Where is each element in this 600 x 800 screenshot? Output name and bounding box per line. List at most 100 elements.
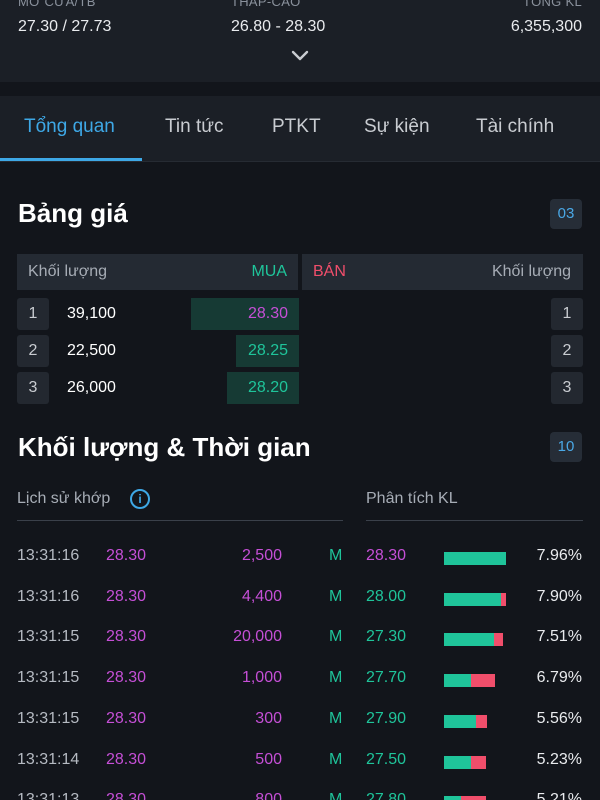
orderbook-row[interactable]: 3 26,000 28.20 3 — [0, 372, 600, 406]
low-high-value: 26.80 - 28.30 — [231, 18, 326, 35]
sell-portion — [494, 633, 503, 647]
buy-sell-ratio-bar — [444, 633, 503, 647]
buy-volume-bar — [227, 372, 299, 404]
active-tab-indicator — [0, 158, 142, 161]
orderbook-header-buy: Khối lượng MUA — [17, 254, 298, 290]
volume-analysis-label[interactable]: Phân tích KL — [366, 490, 458, 507]
trade-row: 13:31:15 28.30 1,000 M 27.70 6.79% — [0, 669, 600, 709]
buy-sell-ratio-bar — [444, 674, 495, 688]
trades-title: Khối lượng & Thời gian — [18, 432, 311, 462]
trade-time: 13:31:15 — [17, 669, 80, 687]
buy-header: MUA — [251, 263, 287, 280]
sell-portion — [471, 674, 495, 688]
trade-price: 28.30 — [106, 628, 147, 646]
orderbook-title: Bảng giá — [18, 198, 128, 228]
trade-price: 28.30 — [106, 709, 147, 727]
buy-level-index: 3 — [17, 372, 49, 404]
trade-volume: 500 — [255, 750, 282, 768]
buy-volume: 26,000 — [67, 379, 116, 396]
orderbook-row[interactable]: 2 22,500 28.25 2 — [0, 335, 600, 369]
analysis-percent: 7.96% — [536, 547, 582, 564]
trade-volume: 4,400 — [241, 587, 282, 605]
buy-portion — [444, 592, 501, 606]
sell-level-index: 3 — [551, 372, 583, 404]
analysis-percent: 7.90% — [536, 587, 582, 605]
tab-overview[interactable]: Tổng quan — [24, 116, 115, 137]
trade-side: M — [329, 547, 343, 564]
analysis-percent: 5.23% — [536, 750, 582, 768]
trades-count-badge[interactable]: 10 — [550, 432, 582, 462]
sell-volume-header: Khối lượng — [491, 263, 571, 280]
analysis-percent: 6.79% — [536, 669, 582, 687]
total-volume-value: 6,355,300 — [510, 18, 582, 35]
trade-side: M — [329, 669, 343, 687]
trade-volume: 20,000 — [233, 628, 282, 646]
sell-level-index: 2 — [551, 335, 583, 367]
sell-portion — [461, 796, 486, 800]
trade-price: 28.30 — [106, 669, 147, 687]
buy-volume-bar — [191, 298, 299, 330]
trade-side: M — [329, 628, 343, 646]
buy-level-index: 1 — [17, 298, 49, 330]
tab-news[interactable]: Tin tức — [165, 116, 224, 137]
analysis-percent: 7.51% — [536, 628, 582, 646]
buy-price[interactable]: 28.30 — [247, 305, 288, 322]
open-avg-label: MỞ CỬA/TB — [18, 0, 96, 9]
trade-time: 13:31:16 — [17, 547, 80, 564]
analysis-price-level: 27.80 — [366, 791, 407, 800]
trade-row: 13:31:16 28.30 4,400 M 28.00 7.90% — [0, 588, 600, 628]
orderbook-depth-badge[interactable]: 03 — [550, 199, 582, 229]
trade-side: M — [329, 587, 343, 605]
trade-row: 13:31:13 28.30 800 M 27.80 5.21% — [0, 791, 600, 800]
sell-header: BÁN — [313, 263, 346, 280]
trade-time: 13:31:15 — [17, 628, 80, 646]
trade-row: 13:31:16 28.30 2,500 M 28.30 7.96% — [0, 547, 600, 587]
tab-financials[interactable]: Tài chính — [476, 116, 555, 137]
match-history-label[interactable]: Lịch sử khớp — [17, 490, 111, 507]
buy-portion — [444, 755, 471, 769]
trade-time: 13:31:14 — [17, 750, 80, 768]
open-avg-value: 27.30 / 27.73 — [18, 18, 112, 35]
low-high-label: THẤP-CAO — [231, 0, 301, 9]
buy-portion — [444, 552, 506, 565]
buy-sell-ratio-bar — [444, 755, 486, 769]
trade-volume: 800 — [255, 791, 282, 800]
orderbook-row[interactable]: 1 39,100 28.30 1 — [0, 298, 600, 332]
sell-portion — [476, 714, 487, 728]
trade-price: 28.30 — [106, 791, 147, 800]
sell-level-index: 1 — [551, 298, 583, 330]
trade-price: 28.30 — [106, 587, 147, 605]
analysis-price-level: 27.30 — [366, 628, 407, 646]
buy-price[interactable]: 28.20 — [247, 379, 288, 396]
analysis-price-level: 28.00 — [366, 587, 407, 605]
trade-row: 13:31:15 28.30 300 M 27.90 5.56% — [0, 710, 600, 750]
analysis-percent: 5.21% — [536, 791, 582, 800]
sell-portion — [471, 755, 486, 769]
orderbook-header-sell: BÁN Khối lượng — [302, 254, 583, 290]
chevron-down-icon[interactable] — [289, 48, 311, 64]
buy-volume-header: Khối lượng — [28, 263, 108, 280]
buy-portion — [444, 674, 471, 688]
analysis-underline — [366, 520, 583, 521]
trade-time: 13:31:15 — [17, 709, 80, 727]
summary-bar: MỞ CỬA/TB 27.30 / 27.73 THẤP-CAO 26.80 -… — [0, 0, 600, 82]
history-underline — [17, 520, 343, 521]
buy-volume-bar — [236, 335, 299, 367]
buy-price[interactable]: 28.25 — [247, 342, 288, 359]
total-volume-label: TỔNG KL — [522, 0, 582, 9]
tab-bar: Tổng quan Tin tức PTKT Sự kiện Tài chính — [0, 96, 600, 162]
trade-volume: 300 — [255, 709, 282, 727]
trade-time: 13:31:13 — [17, 791, 80, 800]
analysis-price-level: 27.70 — [366, 669, 407, 687]
tab-events[interactable]: Sự kiện — [364, 116, 430, 137]
divider — [0, 82, 600, 96]
info-icon[interactable]: i — [130, 489, 150, 509]
buy-sell-ratio-bar — [444, 796, 486, 800]
sell-portion — [501, 592, 506, 606]
tab-technical[interactable]: PTKT — [272, 116, 321, 137]
buy-sell-ratio-bar — [444, 714, 487, 728]
analysis-price-level: 28.30 — [366, 547, 407, 564]
buy-portion — [444, 714, 476, 728]
analysis-percent: 5.56% — [536, 709, 582, 727]
buy-volume: 39,100 — [67, 305, 116, 322]
